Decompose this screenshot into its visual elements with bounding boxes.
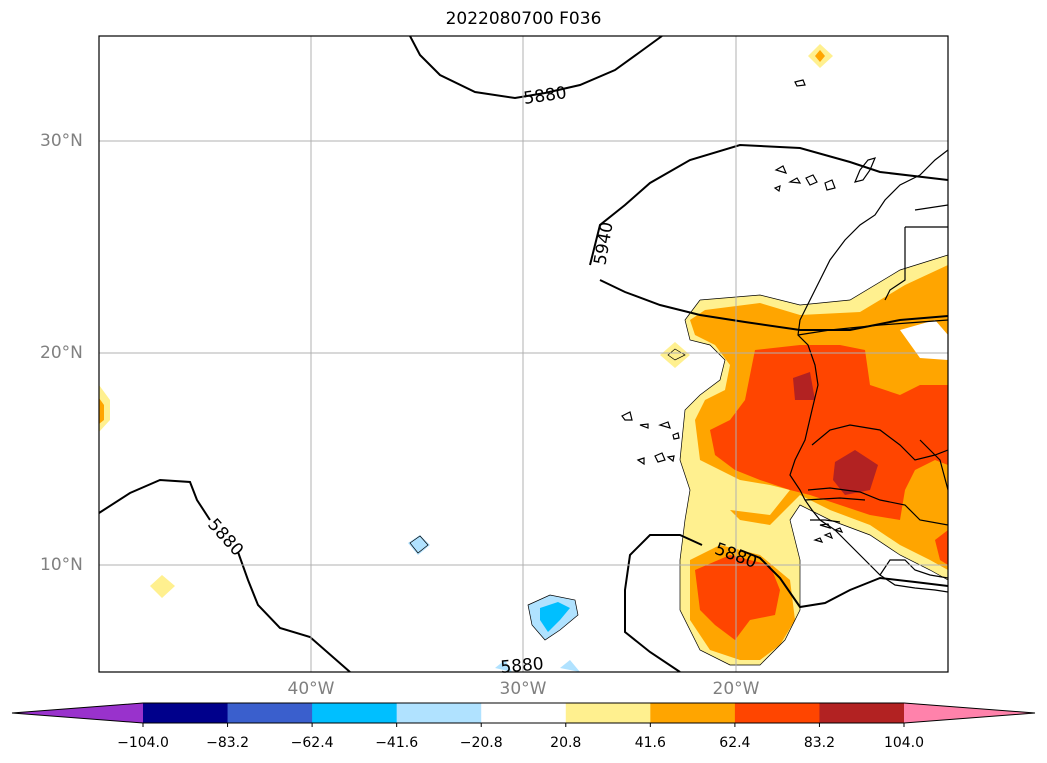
plot-title: 2022080700 F036 <box>445 9 602 29</box>
anomaly-shading <box>99 44 948 672</box>
contour-5940 <box>589 143 948 266</box>
colorbar-segment <box>396 703 482 723</box>
lat-label: 30°N <box>40 131 83 151</box>
colorbar-segment <box>312 703 398 723</box>
anomaly-fill-max <box>793 372 815 400</box>
gridlines <box>99 36 948 672</box>
colorbar-segment <box>143 703 229 723</box>
colorbar-segment <box>650 703 736 723</box>
colorbar-segment <box>819 703 905 723</box>
contour-5880-west <box>99 478 211 521</box>
map-panel: 5880 5940 5880 5880 5880 <box>98 35 949 678</box>
colorbar-tick-label: −20.8 <box>459 735 503 751</box>
lon-label: 40°W <box>287 679 335 699</box>
colorbar-tick-label: 83.2 <box>803 735 836 751</box>
colorbar-tick-label: 41.6 <box>634 735 666 751</box>
colorbar-tick-label: 62.4 <box>719 735 751 751</box>
contour-label: 5880 <box>500 654 545 678</box>
lat-label: 20°N <box>40 343 83 363</box>
colorbar-extend-low <box>12 703 143 723</box>
colorbar-segment <box>565 703 651 723</box>
colorbar-segment <box>227 703 313 723</box>
contour-5880-north <box>409 36 663 100</box>
colorbar-tick-label: −41.6 <box>375 735 419 751</box>
anomaly-contours <box>409 254 948 666</box>
lon-label: 20°W <box>712 679 760 699</box>
colorbar-tick-label: −62.4 <box>290 735 334 751</box>
colorbar-segment <box>481 703 567 723</box>
coastlines <box>621 79 948 593</box>
colorbar-segment <box>734 703 820 723</box>
height-contours <box>99 36 948 672</box>
colorbar-tick-label: 104.0 <box>883 735 925 751</box>
colorbar-tick-label: 20.8 <box>550 735 582 751</box>
anomaly-fill-high <box>710 345 948 520</box>
map-frame <box>98 35 949 673</box>
colorbar-tick-label: −104.0 <box>117 735 169 751</box>
lat-label: 10°N <box>40 555 83 575</box>
lon-label: 30°W <box>499 679 547 699</box>
colorbar-tick-label: −83.2 <box>206 735 249 751</box>
colorbar-extend-high <box>904 703 1035 723</box>
